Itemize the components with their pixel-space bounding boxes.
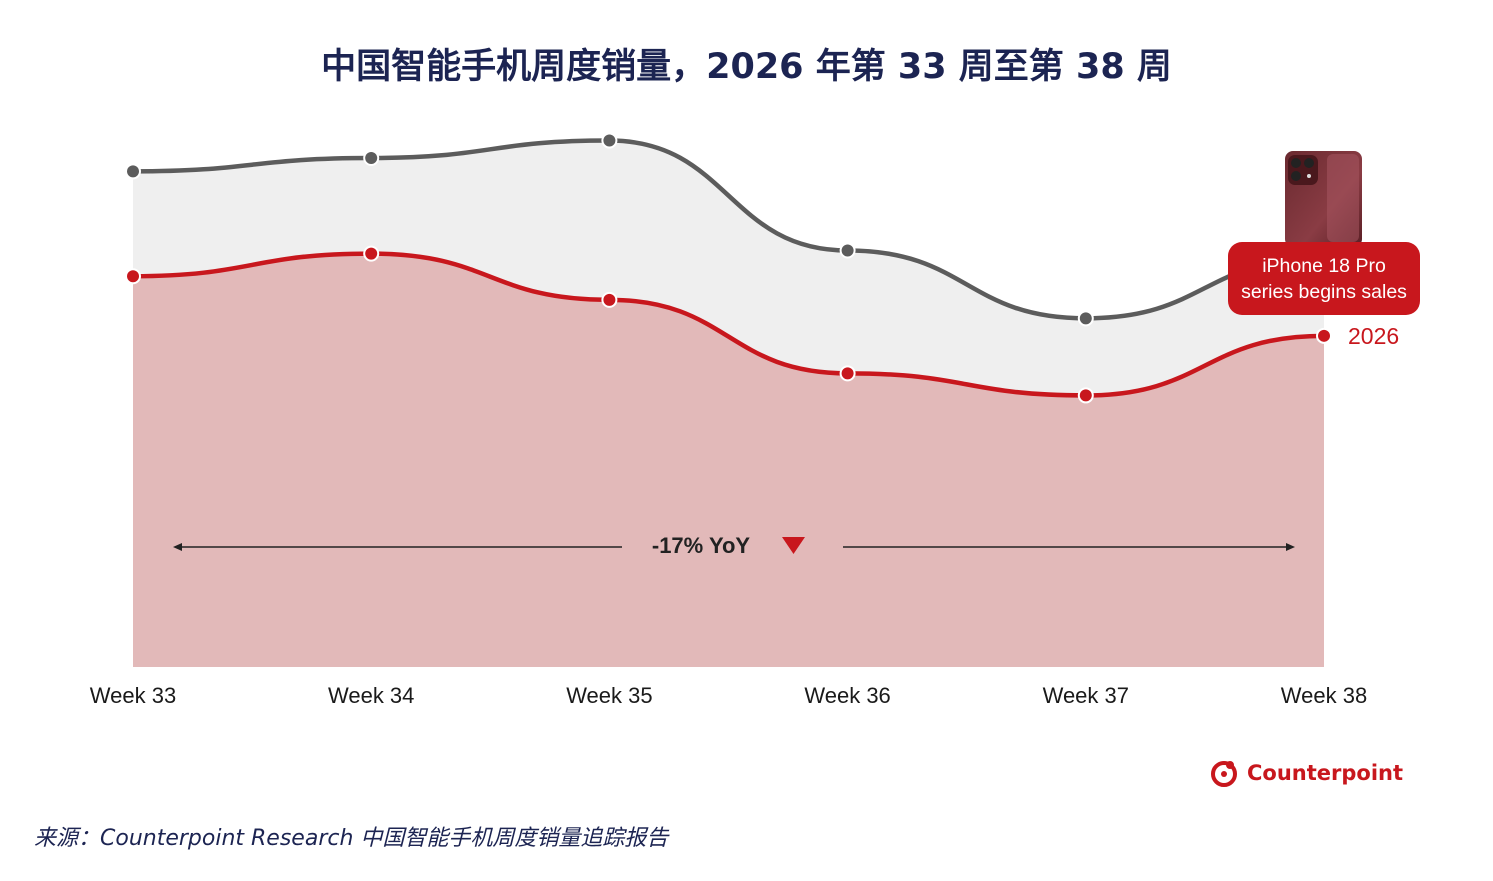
counterpoint-logo-icon xyxy=(1211,761,1237,787)
x-tick-label: Week 35 xyxy=(566,683,652,708)
point-2026-3 xyxy=(601,291,618,308)
point-2026-4 xyxy=(839,365,856,382)
point-2025-5 xyxy=(1077,310,1094,327)
iphone-callout: iPhone 18 Pro series begins sales xyxy=(1228,242,1420,315)
x-tick-label: Week 37 xyxy=(1043,683,1129,708)
point-2026-5 xyxy=(1077,387,1094,404)
point-2025-1 xyxy=(125,163,141,180)
callout-line-1: iPhone 18 Pro xyxy=(1262,254,1386,277)
brand-logo: Counterpoint xyxy=(1209,757,1403,789)
line-2026 xyxy=(132,251,1325,398)
source-note: 来源：Counterpoint Research 中国智能手机周度销量追踪报告 xyxy=(34,826,669,851)
series-label-2026: 2026 xyxy=(1348,323,1399,349)
point-2026-1 xyxy=(125,268,141,285)
phone-image xyxy=(1285,151,1362,247)
page-title: 中国智能手机周度销量，2026 年第 33 周至第 38 周 xyxy=(321,47,1172,87)
brand-name: Counterpoint xyxy=(1247,761,1404,785)
point-2025-4 xyxy=(839,242,856,259)
area-2026 xyxy=(133,253,1324,667)
x-tick-label: Week 34 xyxy=(328,683,414,708)
point-2026-2 xyxy=(363,245,380,262)
line-2025 xyxy=(132,138,1325,321)
point-2025-3 xyxy=(601,132,618,149)
x-tick-label: Week 33 xyxy=(90,683,176,708)
down-triangle-icon xyxy=(782,537,805,554)
point-2025-2 xyxy=(363,150,380,167)
yoy-annotation: -17% YoY xyxy=(173,533,1295,558)
x-tick-label: Week 36 xyxy=(804,683,890,708)
yoy-label: -17% YoY xyxy=(652,533,751,558)
x-tick-label: Week 38 xyxy=(1281,683,1367,708)
point-2026-6 xyxy=(1316,327,1332,344)
callout-line-2: series begins sales xyxy=(1241,280,1407,303)
